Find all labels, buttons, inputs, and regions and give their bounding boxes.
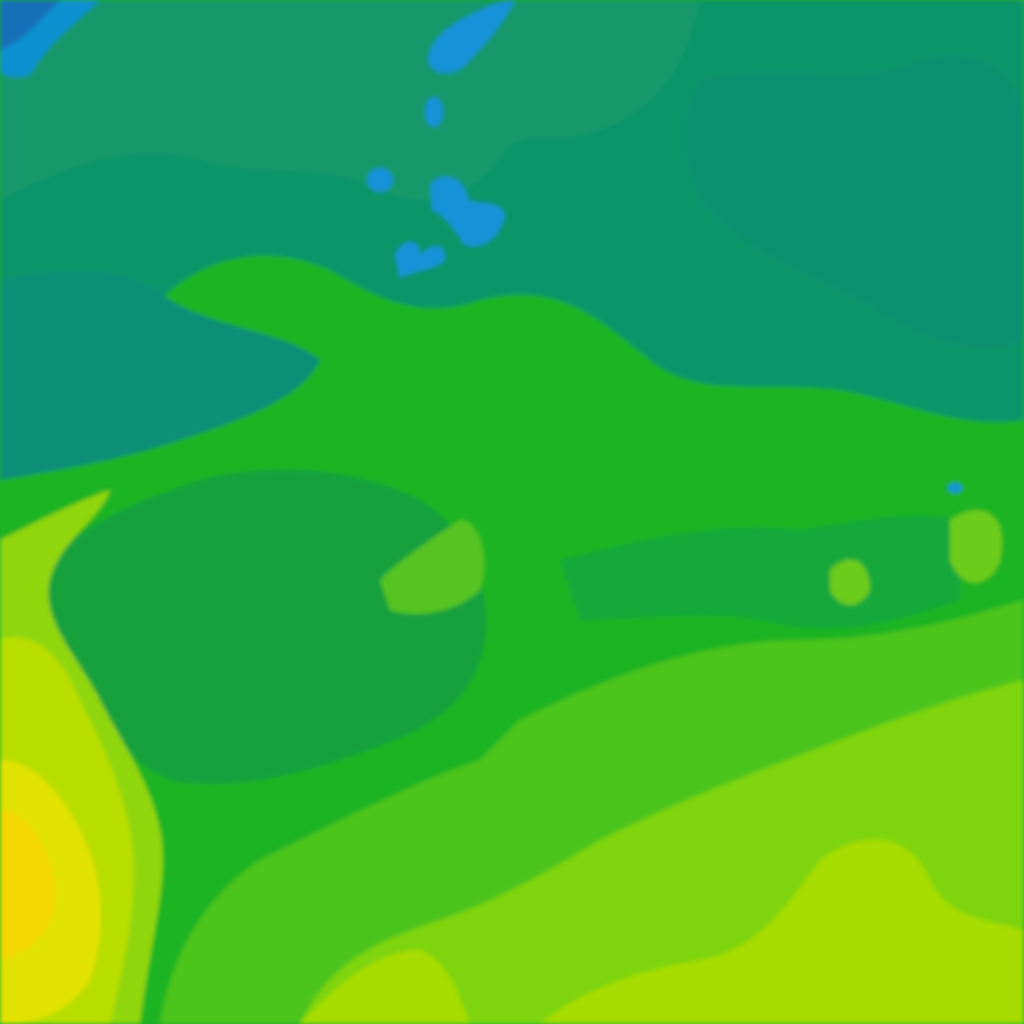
blue-patch — [395, 241, 445, 278]
bright-green-patch — [830, 559, 870, 605]
yellow-green-region — [300, 950, 470, 1024]
teal-region — [0, 0, 700, 200]
yellow-green-region — [540, 839, 1024, 1024]
blue-patch — [0, 0, 60, 50]
bright-green-patch — [950, 510, 1002, 583]
blue-patch — [948, 483, 962, 493]
blue-patch — [428, 0, 515, 74]
blue-patch — [425, 97, 443, 127]
blue-patch — [430, 176, 505, 247]
yellow-core — [0, 810, 56, 960]
bright-green-patch — [380, 520, 484, 614]
teal-region — [0, 271, 320, 480]
green-teal-region — [43, 469, 487, 784]
blue-patch — [367, 168, 393, 192]
teal-region — [685, 54, 1024, 348]
